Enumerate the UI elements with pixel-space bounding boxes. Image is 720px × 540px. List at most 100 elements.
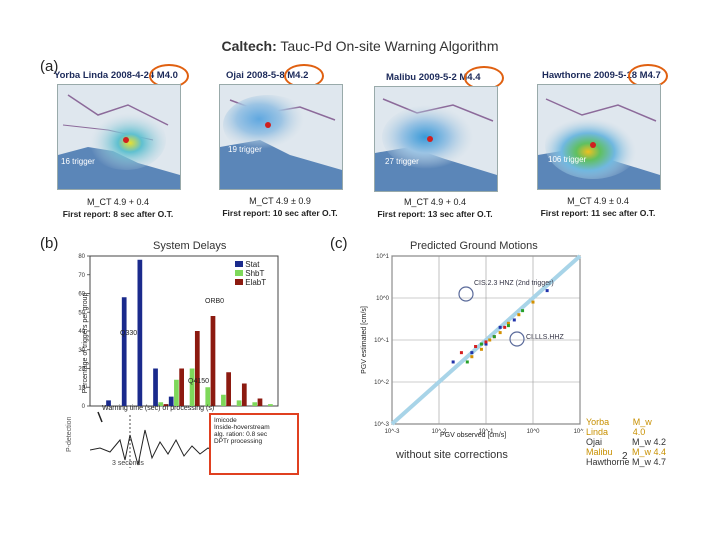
- first-report-time: First report: 11 sec after O.T.: [540, 208, 656, 218]
- ground-motions-chart: 10^-3 10^1 10^-2 10^0 10^-1 10^-1 10^0 10^-2 10^…: [352, 250, 587, 448]
- scatter-point: [545, 289, 549, 293]
- event-legend-row: Yorba Linda M_w 4.0: [586, 417, 652, 437]
- scatter-point: [512, 318, 516, 322]
- system-delays-title: System Delays: [153, 240, 227, 252]
- callout: CIS.2.3 HNZ (2nd trigger): [474, 280, 554, 287]
- ground-motions-plot: 10^-3 10^1 10^-2 10^0 10^-1 10^-1 10^0 10^-2 10^…: [361, 254, 587, 435]
- bar-elabt: [226, 372, 231, 406]
- bar-elabt: [194, 331, 200, 406]
- bar-shbt: [158, 402, 164, 406]
- scatter-point: [474, 345, 478, 349]
- page-title: Caltech: Tauc-Pd On-site Warning Algorit…: [221, 38, 499, 54]
- trigger-count: 106 trigger: [548, 155, 587, 164]
- panel-label-b: (b): [40, 235, 59, 252]
- first-report-time: First report: 8 sec after O.T.: [62, 209, 174, 219]
- one-to-one-line: [390, 254, 582, 426]
- legend-item: ShbT: [235, 269, 266, 278]
- scatter-point: [479, 347, 483, 351]
- y-tick-label: 0: [82, 404, 86, 410]
- callout: CI.LLS.HHZ: [526, 334, 564, 341]
- page-number: 2: [622, 451, 628, 462]
- scatter-point: [470, 355, 474, 359]
- trigger-count: 16 trigger: [61, 157, 95, 166]
- scatter-point: [488, 338, 492, 342]
- y-tick-label: 10^-1: [374, 338, 389, 344]
- bar-elabt: [179, 368, 184, 406]
- magnitude-estimate: M_CT 4.9 ± 0.4: [567, 196, 629, 206]
- seismogram-inset: [89, 410, 290, 470]
- scatter-point: [531, 300, 535, 304]
- bar-shbt: [252, 402, 258, 406]
- event-legend: Yorba Linda M_w 4.0 Ojai M_w 4.2 Malibu M_w…: [586, 417, 666, 467]
- chart-caption: without site corrections: [396, 449, 508, 461]
- map-ojai: 19 trigger: [219, 84, 343, 190]
- bar-shbt: [174, 379, 179, 406]
- x-axis-label: Warning time (sec) of processing (s): [102, 405, 215, 412]
- y-tick-label: 10^-2: [374, 380, 389, 386]
- scatter-point: [498, 325, 502, 329]
- trigger-count: 27 trigger: [385, 157, 419, 166]
- y-tick-label: 70: [78, 273, 85, 279]
- scatter-point: [506, 321, 510, 325]
- map-yorba-linda: 16 trigger: [57, 84, 181, 190]
- outlier-circle: [509, 331, 525, 347]
- scatter-point: [479, 342, 483, 346]
- bar-shbt: [268, 404, 273, 406]
- first-report-time: First report: 13 sec after O.T.: [377, 209, 493, 219]
- map-hawthorne: 106 trigger: [537, 84, 661, 190]
- scatter-point: [503, 325, 507, 329]
- first-report-time: First report: 10 sec after O.T.: [222, 208, 338, 218]
- bar-stat: [137, 259, 143, 406]
- scatter-point: [465, 360, 469, 364]
- annotation: Q4150: [188, 378, 210, 385]
- x-tick-label: 10^-3: [385, 429, 400, 435]
- map-title-ojai: Ojai 2008-5-8 M4.2: [226, 70, 309, 81]
- event-legend-row: Malibu M_w 4.4: [586, 447, 666, 457]
- inset-legend-box: Imicode Inside-hoverstream alg. ration: …: [209, 413, 299, 475]
- y-axis-label: PGV estimated [cm/s]: [361, 306, 368, 374]
- scatter-point: [484, 340, 488, 344]
- panel-label-a: (a): [40, 58, 59, 75]
- magnitude-estimate: M_CT 4.9 + 0.4: [86, 197, 150, 207]
- map-title-hawthorne: Hawthorne 2009-5-18 M4.7: [542, 70, 661, 81]
- event-legend-row: Ojai M_w 4.2: [586, 437, 666, 447]
- system-delays-legend: Stat ShbT ElabT: [235, 260, 266, 287]
- legend-item: ElabT: [235, 278, 266, 287]
- scatter-point: [521, 309, 525, 313]
- inset-label: DPTr processing: [214, 438, 263, 445]
- bar-shbt: [189, 368, 195, 406]
- scale-label: 3 seconds: [112, 460, 144, 467]
- inset-label: alg. ration: 0.8 sec: [214, 431, 268, 438]
- x-tick-label: 10^-1: [479, 429, 494, 435]
- map-title-malibu: Malibu 2009-5-2 M4.4: [386, 72, 481, 83]
- bar-shbt: [236, 400, 242, 406]
- trigger-count: 19 trigger: [228, 145, 262, 154]
- x-tick-label: 10^1: [574, 429, 584, 435]
- system-delays-chart: 0 10 20 30 40 50 60 70 80 Percentage of triggers…: [62, 248, 282, 478]
- bar-shbt: [205, 387, 211, 406]
- x-tick-label: 10^-2: [432, 429, 447, 435]
- bar-stat: [153, 368, 158, 406]
- map-malibu: 27 trigger: [374, 86, 498, 192]
- inset-label: Inside-hoverstream: [214, 424, 270, 431]
- scatter-point: [484, 342, 488, 346]
- scatter-point: [492, 335, 496, 339]
- map-graphic: [375, 87, 497, 191]
- inset-label: Imicode: [214, 417, 237, 424]
- bar-elabt: [257, 398, 263, 406]
- legend-item: Stat: [235, 260, 266, 269]
- scatter-point: [459, 351, 463, 355]
- x-axis-label: PGV observed [cm/s]: [440, 432, 507, 439]
- y-axis-label: Percentage of triggers per group: [82, 293, 89, 394]
- y-tick-label: 10^1: [376, 254, 389, 260]
- y-tick-label: 10: [78, 385, 85, 391]
- scatter-point: [506, 324, 510, 328]
- y-tick-label: 60: [78, 292, 85, 298]
- y-tick-label: 80: [78, 254, 85, 260]
- y-tick-label: 10^-3: [374, 422, 389, 428]
- bar-stat: [168, 396, 174, 406]
- y-tick-label: 50: [78, 310, 85, 316]
- magnitude-estimate: M_CT 4.9 ± 0.9: [249, 196, 311, 206]
- y-tick-label: 20: [78, 367, 85, 373]
- bar-shbt: [221, 394, 226, 406]
